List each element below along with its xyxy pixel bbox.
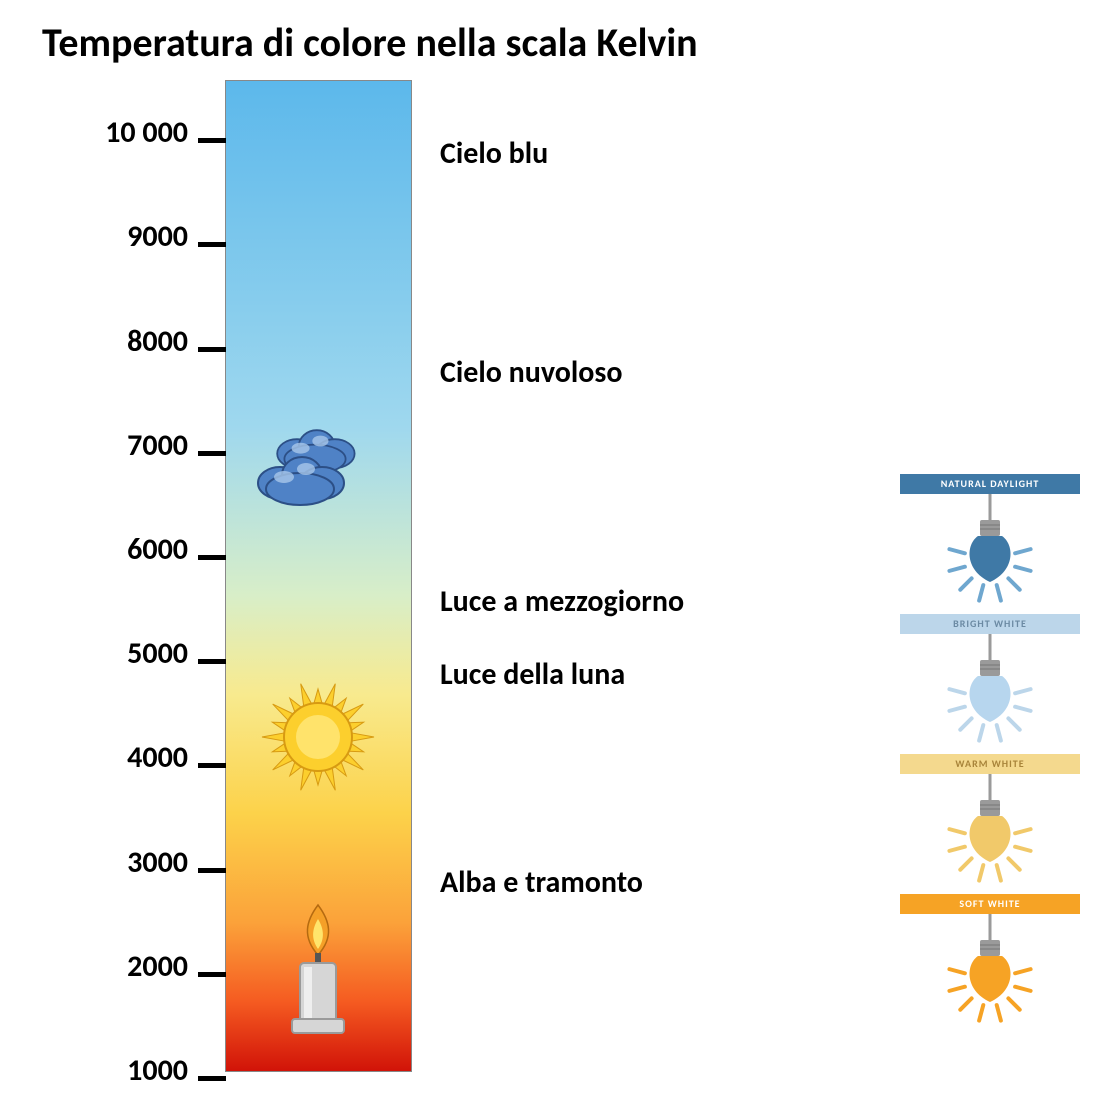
cloud-icon bbox=[250, 421, 390, 511]
sun-icon bbox=[258, 677, 378, 797]
bulb-legend-label-bar: NATURAL DAYLIGHT bbox=[900, 474, 1080, 494]
page-title: Temperatura di colore nella scala Kelvin bbox=[42, 18, 698, 67]
axis-tick-label: 2000 bbox=[127, 948, 188, 985]
scale-description-label: Luce della luna bbox=[440, 656, 625, 693]
bulb-legend-item: BRIGHT WHITE bbox=[900, 614, 1080, 744]
axis-tick-label: 6000 bbox=[127, 531, 188, 568]
axis-tick-mark bbox=[198, 868, 226, 873]
scale-description-label: Alba e tramonto bbox=[440, 864, 643, 901]
axis-tick-label: 4000 bbox=[127, 739, 188, 776]
axis-tick-label: 10 000 bbox=[105, 114, 188, 151]
scale-description-label: Cielo nuvoloso bbox=[440, 354, 622, 391]
axis-tick-label: 8000 bbox=[127, 323, 188, 360]
axis-tick-mark bbox=[198, 347, 226, 352]
scale-description-label: Cielo blu bbox=[440, 135, 548, 172]
candle-icon bbox=[278, 897, 358, 1037]
axis-tick-label: 1000 bbox=[127, 1052, 188, 1089]
bulb-legend-label-bar: SOFT WHITE bbox=[900, 894, 1080, 914]
lightbulb-icon bbox=[900, 634, 1080, 744]
axis-tick-mark bbox=[198, 1076, 226, 1081]
axis-tick-mark bbox=[198, 972, 226, 977]
axis-tick-label: 9000 bbox=[127, 218, 188, 255]
bulb-legend-item: SOFT WHITE bbox=[900, 894, 1080, 1024]
axis-tick-mark bbox=[198, 242, 226, 247]
lightbulb-icon bbox=[900, 774, 1080, 884]
bulb-legend-label-bar: WARM WHITE bbox=[900, 754, 1080, 774]
axis-tick-label: 5000 bbox=[127, 635, 188, 672]
axis-tick-mark bbox=[198, 659, 226, 664]
bulb-legend-item: NATURAL DAYLIGHT bbox=[900, 474, 1080, 604]
axis-tick-label: 3000 bbox=[127, 844, 188, 881]
axis-tick-mark bbox=[198, 138, 226, 143]
scale-description-label: Luce a mezzogiorno bbox=[440, 583, 684, 620]
axis-tick-mark bbox=[198, 763, 226, 768]
bulb-legend-item: WARM WHITE bbox=[900, 754, 1080, 884]
lightbulb-icon bbox=[900, 494, 1080, 604]
axis-tick-mark bbox=[198, 451, 226, 456]
axis-tick-mark bbox=[198, 555, 226, 560]
bulb-legend-label-bar: BRIGHT WHITE bbox=[900, 614, 1080, 634]
axis-tick-label: 7000 bbox=[127, 427, 188, 464]
lightbulb-icon bbox=[900, 914, 1080, 1024]
